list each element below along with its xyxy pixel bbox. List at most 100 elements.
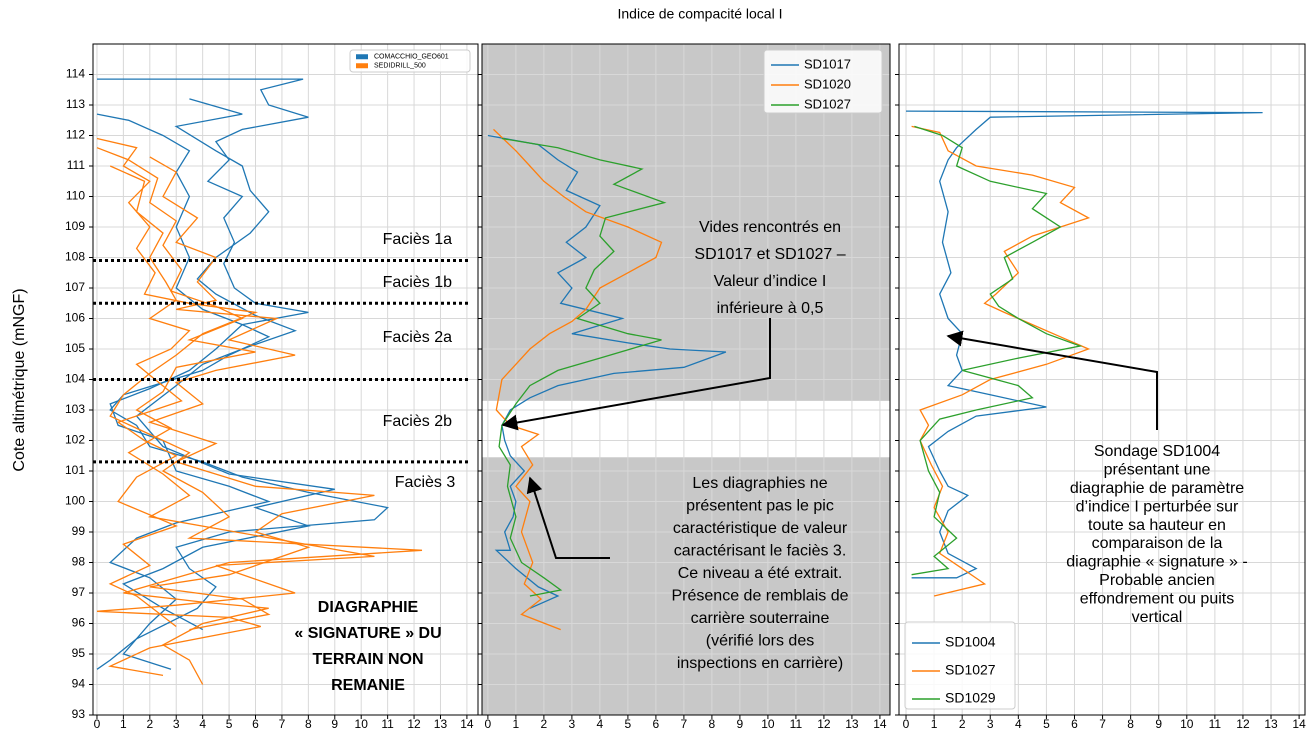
annotation-text: Valeur d’indice I [714, 273, 827, 290]
x-tick-label: 7 [279, 717, 286, 731]
annotation-text: effondrement ou puits [1080, 590, 1234, 607]
legend-label: SD1027 [945, 662, 996, 678]
legend-label: SD1029 [945, 690, 996, 706]
series-line [493, 128, 663, 631]
x-tick-label: 11 [1209, 717, 1222, 731]
shaded-band [482, 457, 890, 715]
annotation-text: Présence de remblais de [672, 588, 849, 605]
facies-label: Faciès 1a [383, 231, 452, 248]
series-line [905, 110, 1263, 579]
x-tick-label: 3 [987, 717, 994, 731]
y-tick-label: 108 [65, 250, 85, 264]
annotation-text: Probable ancien [1099, 572, 1215, 589]
plot-frame [481, 43, 891, 716]
annotation-text: diagraphie « signature » - [1066, 554, 1247, 571]
x-tick-label: 14 [873, 717, 887, 731]
annotation-text: diagraphie de paramètre [1070, 480, 1244, 497]
facies-label: Faciès 2a [383, 329, 452, 346]
x-tick-label: 9 [331, 717, 338, 731]
y-tick-label: 99 [72, 524, 86, 538]
annotation-text: caractéristique de valeur [673, 520, 848, 537]
x-tick-label: 13 [434, 717, 448, 731]
x-tick-label: 0 [903, 717, 910, 731]
y-tick-label: 94 [72, 677, 86, 691]
legend-label: SD1027 [804, 96, 851, 111]
x-tick-label: 8 [709, 717, 716, 731]
plot-frame [898, 43, 1306, 716]
annotation-text: caractérisant le faciès 3. [674, 543, 847, 560]
annotation-text: inspections en carrière) [677, 655, 843, 672]
legend-label: SD1017 [804, 56, 851, 71]
y-tick-label: 106 [65, 311, 85, 325]
annotation-text: vertical [1132, 609, 1183, 626]
y-tick-label: 102 [65, 433, 85, 447]
annotation-arrow [946, 330, 1158, 430]
y-tick-label: 114 [66, 67, 85, 81]
x-tick-label: 2 [959, 717, 966, 731]
annotation-text: DIAGRAPHIE [318, 599, 419, 616]
series-line [96, 113, 271, 670]
series-line [147, 156, 375, 631]
y-tick-label: 107 [65, 280, 85, 294]
x-tick-label: 9 [737, 717, 744, 731]
x-tick-label: 7 [681, 717, 688, 731]
y-tick-label: 101 [65, 463, 85, 477]
annotation-text: Ce niveau a été extrait. [678, 565, 843, 582]
x-tick-label: 6 [252, 717, 259, 731]
annotation-text: Vides rencontrés en [699, 219, 841, 236]
legend-label: SEDIDRILL_500 [374, 63, 426, 70]
x-tick-label: 13 [845, 717, 859, 731]
facies-label: Faciès 2b [383, 413, 452, 430]
annotation-text: Sondage SD1004 [1094, 443, 1220, 460]
x-tick-label: 0 [94, 717, 101, 731]
x-tick-label: 4 [597, 717, 604, 731]
x-tick-label: 13 [1264, 717, 1278, 731]
x-tick-label: 8 [1127, 717, 1134, 731]
annotation-text: inférieure à 0,5 [717, 300, 824, 317]
legend-label: SD1004 [945, 634, 996, 650]
series-line [911, 125, 1091, 597]
series-line [911, 125, 1083, 576]
annotation-arrow [501, 318, 771, 431]
legend-box [349, 49, 471, 73]
series-line [498, 137, 667, 597]
y-tick-label: 105 [65, 341, 85, 355]
x-tick-label: 3 [569, 717, 576, 731]
x-tick-label: 1 [931, 717, 938, 731]
y-tick-label: 104 [65, 372, 85, 386]
x-tick-label: 12 [817, 717, 831, 731]
y-tick-label: 98 [72, 555, 86, 569]
y-tick-label: 112 [66, 128, 85, 142]
y-tick-label: 96 [72, 616, 86, 630]
x-tick-label: 10 [355, 717, 369, 731]
x-tick-label: 7 [1099, 717, 1106, 731]
x-tick-label: 11 [381, 717, 394, 731]
annotation-text: d’indice I perturbée sur [1076, 498, 1239, 515]
annotation-text: TERRAIN NON [312, 651, 423, 668]
x-tick-label: 0 [485, 717, 492, 731]
legend-swatch [356, 54, 368, 60]
annotation-text: Les diagraphies ne [692, 475, 827, 492]
x-tick-label: 5 [625, 717, 632, 731]
annotation-arrow [526, 476, 610, 559]
y-tick-label: 113 [66, 97, 85, 111]
x-tick-label: 1 [120, 717, 127, 731]
facies-label: Faciès 3 [395, 474, 456, 491]
annotation-text: SD1017 et SD1027 – [694, 246, 845, 263]
x-tick-label: 6 [653, 717, 660, 731]
annotation-text: présentant une [1104, 462, 1211, 479]
x-tick-label: 1 [513, 717, 520, 731]
y-tick-label: 97 [72, 585, 86, 599]
x-axis-label: Indice de compacité local I [618, 6, 783, 22]
x-tick-label: 8 [305, 717, 312, 731]
y-tick-label: 93 [72, 707, 86, 721]
x-tick-label: 2 [146, 717, 153, 731]
annotation-text: toute sa hauteur en [1088, 517, 1226, 534]
annotation-text: carrière souterraine [691, 610, 830, 627]
x-tick-label: 3 [173, 717, 180, 731]
x-tick-label: 6 [1071, 717, 1078, 731]
x-tick-label: 12 [407, 717, 421, 731]
x-tick-label: 12 [1236, 717, 1250, 731]
series-line [96, 147, 375, 677]
